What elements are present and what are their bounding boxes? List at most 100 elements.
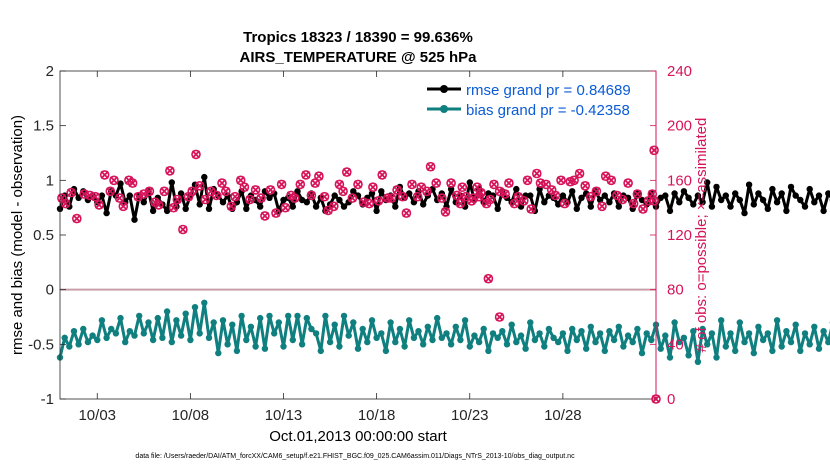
- obs-assimilated-marker: [374, 196, 383, 205]
- obs-possible-marker: [446, 178, 456, 188]
- chart-title-line2: AIRS_TEMPERATURE @ 525 hPa: [240, 49, 478, 66]
- y-tick-label: 2: [46, 63, 54, 80]
- bias-point: [513, 338, 520, 346]
- bias-point: [177, 332, 185, 339]
- bias-point: [233, 347, 241, 355]
- bias-point: [140, 330, 147, 337]
- obs-assimilated-marker: [72, 214, 81, 223]
- bias-point: [569, 325, 576, 333]
- obs-assimilated-marker: [581, 181, 590, 190]
- bias-point: [345, 332, 352, 339]
- obs-possible-marker: [109, 175, 119, 186]
- rmse-point: [732, 190, 739, 197]
- obs-assimilated-marker: [486, 195, 495, 204]
- rmse-point: [294, 188, 301, 195]
- bias-point: [336, 343, 343, 350]
- obs-possible-marker: [191, 149, 201, 160]
- rmse-point: [541, 199, 548, 206]
- rmse-point: [140, 199, 147, 206]
- obs-possible-marker: [178, 224, 188, 235]
- bias-point: [806, 341, 813, 348]
- obs-assimilated-marker: [195, 181, 204, 190]
- bias-point: [326, 338, 334, 346]
- obs-assimilated-marker: [115, 193, 124, 203]
- bias-point: [317, 347, 324, 355]
- bias-point: [755, 323, 762, 330]
- bias-point: [70, 328, 78, 335]
- bias-point: [741, 338, 748, 346]
- bias-point: [452, 323, 459, 330]
- rmse-point: [466, 179, 473, 186]
- y-axis-right: 0 40 80 120 160 200 240: [650, 63, 692, 408]
- y2-tick-label: 160: [667, 172, 692, 189]
- bias-point: [662, 332, 669, 339]
- bias-point: [694, 358, 702, 365]
- legend-bias-label: bias grand pr = -0.42358: [466, 102, 630, 119]
- obs-possible-marker: [412, 191, 423, 202]
- bias-point: [671, 319, 678, 326]
- rmse-point: [713, 183, 720, 191]
- y-tick-label: 0.5: [33, 227, 54, 244]
- bias-point: [289, 336, 296, 344]
- bias-point: [475, 338, 483, 346]
- bias-point: [112, 330, 120, 337]
- obs-possible-marker: [127, 178, 138, 188]
- obs-assimilated-marker: [452, 191, 461, 200]
- bias-point: [98, 317, 106, 324]
- obs-assimilated-marker: [392, 185, 402, 195]
- y2-tick-label: 40: [667, 336, 684, 353]
- rmse-point: [787, 183, 795, 191]
- bias-point: [257, 314, 264, 322]
- rmse-point: [741, 209, 748, 217]
- bias-point: [219, 317, 227, 324]
- rmse-point: [764, 205, 771, 212]
- obs-possible-marker: [159, 186, 170, 197]
- bias-point: [708, 330, 716, 337]
- bias-point: [559, 330, 567, 337]
- bias-point: [126, 328, 133, 335]
- bias-point: [350, 319, 357, 326]
- obs-assimilated-marker: [221, 187, 230, 196]
- obs-possible-marker: [245, 194, 255, 205]
- rmse-point: [168, 179, 175, 186]
- rmse-point: [559, 192, 567, 199]
- bias-point: [457, 336, 464, 344]
- bias-point: [406, 317, 413, 324]
- obs-assimilated-marker: [290, 193, 299, 203]
- obs-possible-marker: [353, 179, 363, 190]
- rmse-point: [671, 190, 678, 197]
- bias-point: [825, 338, 830, 346]
- obs-assimilated-marker: [173, 195, 182, 204]
- bias-point: [145, 319, 152, 326]
- obs-assimilated-marker: [145, 187, 154, 196]
- bias-point: [238, 312, 245, 320]
- bias-point: [66, 343, 73, 350]
- obs-possible-marker: [494, 312, 505, 322]
- y2-tick-label: 200: [667, 118, 692, 135]
- bias-point: [154, 314, 161, 322]
- rmse-point: [815, 192, 823, 199]
- rmse-point: [378, 188, 385, 195]
- rmse-point: [182, 205, 189, 212]
- bias-point: [275, 319, 282, 326]
- bias-point: [583, 345, 590, 352]
- obs-assimilated-marker: [500, 189, 510, 199]
- obs-assimilated-marker: [251, 185, 260, 195]
- obs-assimilated-marker: [281, 203, 290, 212]
- obs-possible-marker: [649, 145, 659, 156]
- bias-point: [196, 330, 203, 337]
- bias-point: [163, 308, 171, 315]
- bias-point: [224, 341, 231, 348]
- rmse-point: [806, 185, 813, 193]
- bias-point: [624, 332, 632, 339]
- bias-point: [638, 349, 646, 357]
- obs-possible-marker: [260, 211, 270, 221]
- bias-point: [261, 345, 269, 352]
- obs-possible-marker: [226, 201, 237, 212]
- rmse-point: [727, 203, 734, 210]
- obs-possible-marker: [606, 175, 617, 186]
- obs-possible-marker: [541, 179, 551, 190]
- bias-point: [494, 334, 501, 341]
- rmse-point: [685, 194, 692, 201]
- rmse-point: [126, 192, 133, 199]
